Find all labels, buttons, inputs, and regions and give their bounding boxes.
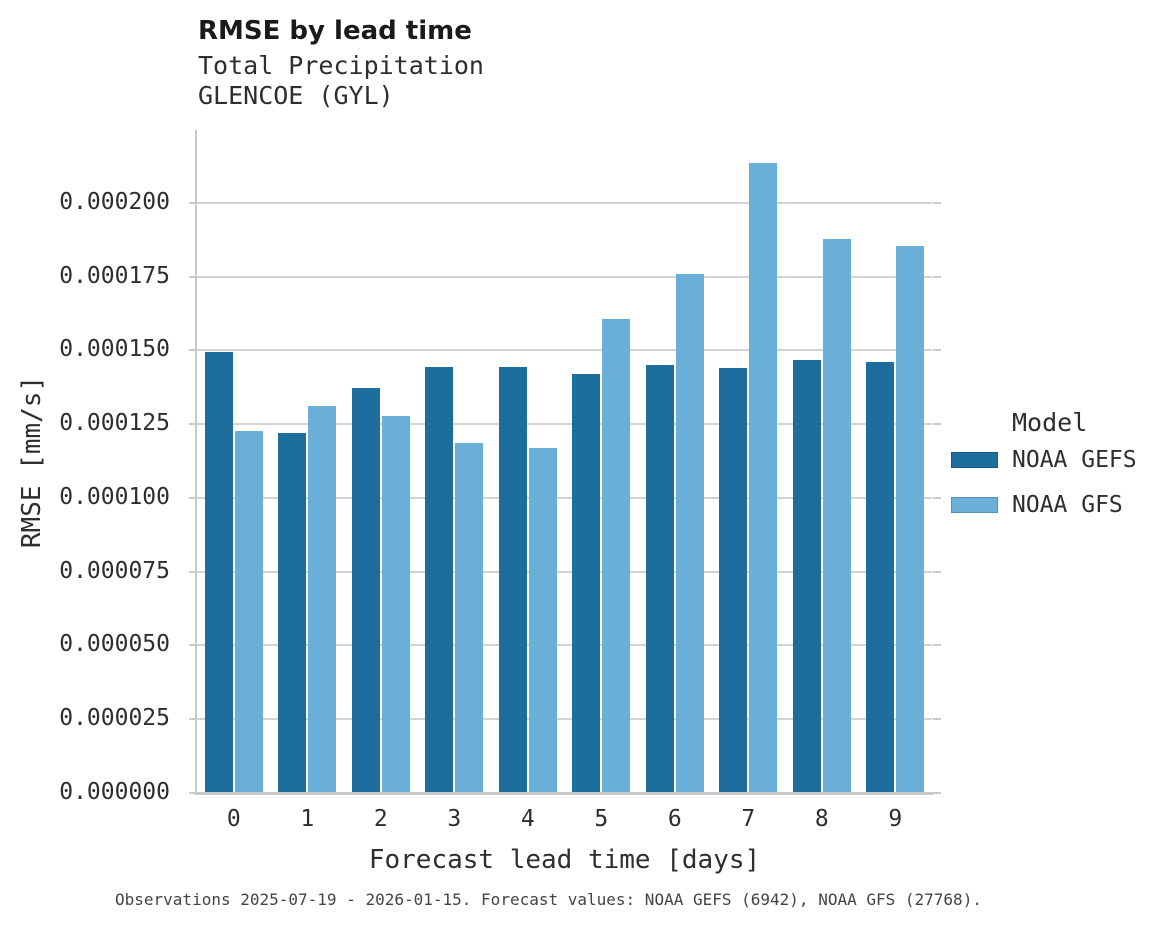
- y-tick-label: 0.000025: [59, 705, 170, 732]
- plot-area: [197, 130, 932, 793]
- bar-noaa-gfs-lead-4: [528, 448, 557, 793]
- gridline: [197, 570, 932, 573]
- y-axis-spine: [195, 130, 197, 795]
- x-axis-title: Forecast lead time [days]: [368, 845, 761, 875]
- bar-noaa-gfs-lead-2: [381, 415, 410, 793]
- bar-noaa-gefs-lead-1: [278, 433, 307, 793]
- x-tick-label: 3: [447, 806, 462, 832]
- bar-noaa-gfs-lead-9: [896, 245, 925, 793]
- bar-noaa-gefs-lead-4: [498, 366, 527, 793]
- bar-noaa-gfs-lead-3: [455, 443, 484, 793]
- axis-tick: [189, 496, 197, 499]
- bar-noaa-gefs-lead-8: [792, 359, 821, 793]
- axis-tick: [189, 644, 197, 647]
- axis-tick: [189, 718, 197, 721]
- bar-noaa-gefs-lead-3: [425, 366, 454, 793]
- y-tick-label: 0.000050: [59, 631, 170, 658]
- y-tick-label: 0.000175: [59, 262, 170, 289]
- gridline: [197, 349, 932, 352]
- bar-noaa-gefs-lead-5: [572, 374, 601, 793]
- axis-tick: [189, 349, 197, 352]
- y-tick-label: 0.000000: [59, 779, 170, 805]
- x-tick-label: 8: [814, 806, 829, 832]
- chart-title: RMSE by lead time: [198, 16, 472, 46]
- gridline: [197, 644, 932, 647]
- axis-tick: [933, 570, 941, 573]
- bar-noaa-gfs-lead-1: [308, 405, 337, 793]
- gridline: [197, 201, 932, 204]
- y-tick-label: 0.000100: [59, 483, 170, 510]
- legend-label: NOAA GEFS: [1012, 447, 1137, 473]
- x-tick-label: 5: [594, 806, 609, 832]
- x-tick-label: 6: [667, 806, 682, 832]
- bar-noaa-gefs-lead-0: [204, 351, 233, 793]
- axis-tick: [933, 423, 941, 426]
- x-tick-label: 9: [888, 806, 903, 832]
- gridline: [197, 496, 932, 499]
- bar-noaa-gfs-lead-0: [234, 430, 263, 793]
- bar-noaa-gfs-lead-8: [822, 238, 851, 793]
- x-axis-baseline: [197, 792, 933, 795]
- bar-noaa-gefs-lead-6: [645, 364, 674, 793]
- axis-tick: [189, 792, 197, 794]
- x-tick-label: 2: [373, 806, 388, 832]
- legend-label: NOAA GFS: [1012, 492, 1123, 518]
- axis-tick: [933, 792, 941, 794]
- axis-tick: [933, 349, 941, 352]
- y-tick-label: 0.000150: [59, 336, 170, 363]
- x-tick-label: 0: [226, 806, 241, 832]
- legend: Model NOAA GEFS NOAA GFS: [951, 408, 1172, 537]
- chart-subtitle-station: GLENCOE (GYL): [198, 81, 394, 110]
- legend-item-noaa-gfs: NOAA GFS: [951, 492, 1172, 518]
- chart-subtitle-variable: Total Precipitation: [198, 51, 484, 80]
- legend-item-noaa-gefs: NOAA GEFS: [951, 447, 1172, 473]
- y-axis-title: RMSE [mm/s]: [17, 375, 47, 549]
- y-tick-label: 0.000125: [59, 410, 170, 437]
- x-tick-label: 4: [520, 806, 535, 832]
- bar-noaa-gfs-lead-7: [749, 162, 778, 793]
- legend-title: Model: [1012, 408, 1088, 437]
- axis-tick: [933, 275, 941, 278]
- gridline: [197, 275, 932, 278]
- y-tick-label: 0.000200: [59, 188, 170, 215]
- axis-tick: [189, 570, 197, 573]
- bar-noaa-gfs-lead-5: [602, 318, 631, 793]
- bar-noaa-gefs-lead-2: [351, 387, 380, 793]
- axis-tick: [189, 275, 197, 278]
- y-tick-label: 0.000075: [59, 557, 170, 584]
- axis-tick: [933, 201, 941, 204]
- bar-noaa-gfs-lead-6: [675, 274, 704, 793]
- legend-swatch-noaa-gefs: [951, 452, 998, 468]
- axis-tick: [189, 201, 197, 204]
- gridline: [197, 718, 932, 721]
- bar-noaa-gefs-lead-9: [866, 361, 895, 793]
- x-tick-label: 7: [741, 806, 756, 832]
- bar-noaa-gefs-lead-7: [719, 367, 748, 793]
- x-tick-label: 1: [300, 806, 315, 832]
- axis-tick: [933, 718, 941, 721]
- axis-tick: [933, 496, 941, 499]
- caption: Observations 2025-07-19 - 2026-01-15. Fo…: [115, 890, 982, 909]
- gridline: [197, 423, 932, 426]
- axis-tick: [189, 423, 197, 426]
- legend-swatch-noaa-gfs: [951, 497, 998, 513]
- axis-tick: [933, 644, 941, 647]
